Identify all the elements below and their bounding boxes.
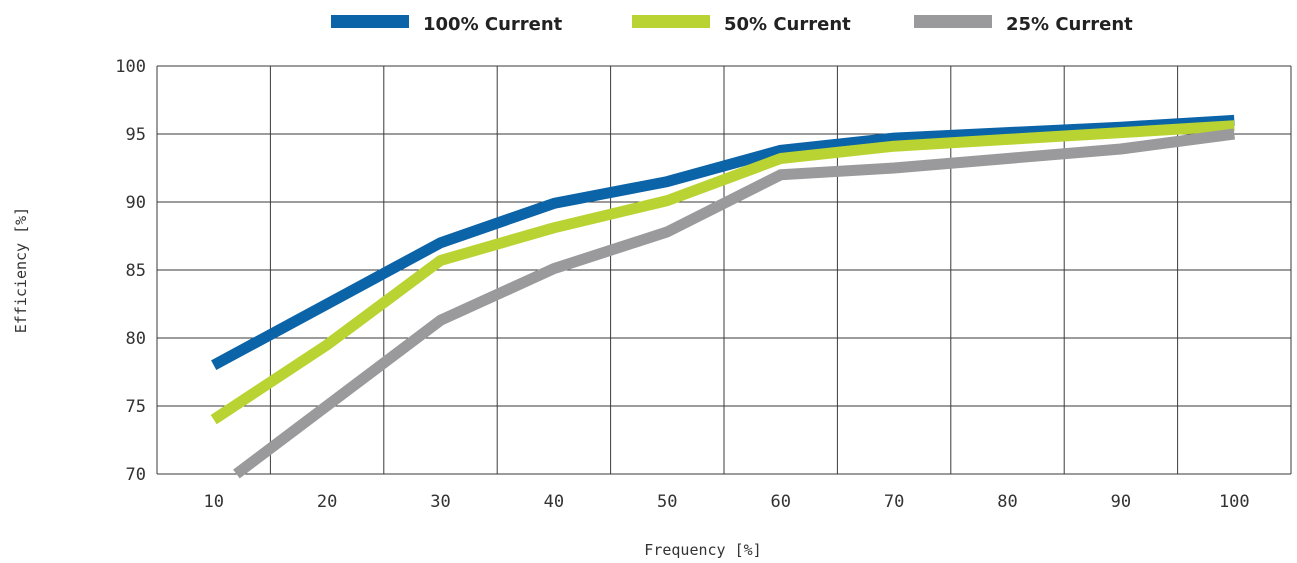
x-tick-label: 40 bbox=[544, 492, 564, 512]
tick-labels: 70 75 80 85 90 95 100 10 20 30 40 50 60 70 80 90 100 bbox=[115, 57, 1249, 512]
series-line-1 bbox=[211, 114, 1235, 371]
y-axis-title: Efficiency [%] bbox=[12, 207, 30, 333]
legend: 100% Current 50% Current 25% Current bbox=[331, 14, 1133, 35]
x-tick-label: 10 bbox=[203, 492, 223, 512]
x-tick-label: 70 bbox=[884, 492, 904, 512]
x-tick-label: 100 bbox=[1219, 492, 1250, 512]
x-tick-label: 20 bbox=[317, 492, 337, 512]
x-tick-label: 50 bbox=[657, 492, 677, 512]
legend-label-2: 50% Current bbox=[724, 14, 851, 35]
legend-swatch-3 bbox=[914, 15, 992, 28]
x-tick-label: 90 bbox=[1111, 492, 1131, 512]
legend-swatch-1 bbox=[331, 15, 409, 28]
x-tick-label: 30 bbox=[430, 492, 450, 512]
y-tick-label: 90 bbox=[126, 193, 146, 213]
legend-label-3: 25% Current bbox=[1006, 14, 1133, 35]
x-tick-label: 60 bbox=[770, 492, 790, 512]
x-axis-title: Frequency [%] bbox=[644, 541, 761, 559]
x-tick-label: 80 bbox=[997, 492, 1017, 512]
y-tick-label: 95 bbox=[126, 125, 146, 145]
series-lines bbox=[210, 114, 1236, 479]
y-tick-label: 85 bbox=[126, 261, 146, 281]
series-line-3 bbox=[233, 128, 1236, 479]
series-line-2 bbox=[210, 120, 1235, 425]
y-tick-label: 75 bbox=[126, 397, 146, 417]
legend-label-1: 100% Current bbox=[423, 14, 563, 35]
y-tick-label: 70 bbox=[126, 465, 146, 485]
y-tick-label: 80 bbox=[126, 329, 146, 349]
legend-swatch-2 bbox=[632, 15, 710, 28]
y-tick-label: 100 bbox=[115, 57, 146, 77]
